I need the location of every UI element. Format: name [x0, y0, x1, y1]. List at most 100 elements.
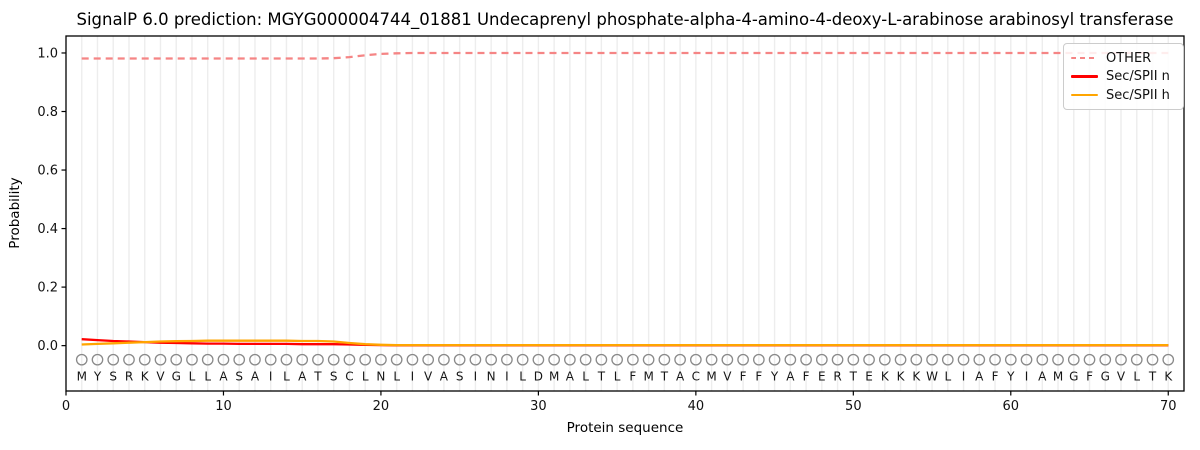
residue-letter: S	[235, 370, 243, 384]
residue-letter: V	[723, 370, 732, 384]
chart-title: SignalP 6.0 prediction: MGYG000004744_01…	[76, 10, 1173, 30]
residue-marker	[674, 353, 686, 366]
residue-letter: M	[549, 370, 559, 384]
residue-letter: N	[376, 370, 385, 384]
residue-marker	[154, 353, 167, 366]
residue-letter: N	[487, 370, 496, 384]
residue-marker	[863, 353, 875, 366]
legend-dashed-line-icon	[1071, 56, 1098, 60]
legend-solid-line-icon	[1071, 93, 1098, 97]
series-line-sec-spii-h	[81, 339, 1169, 347]
residue-letter: Y	[770, 370, 779, 384]
y-axis-ticks: 0.0 0.2 0.4 0.6 0.8 1.0	[37, 46, 66, 354]
residue-marker	[343, 353, 356, 366]
residue-letter: I	[505, 370, 509, 384]
residue-marker	[1083, 353, 1096, 366]
residue-marker	[973, 353, 986, 366]
residue-marker	[438, 353, 450, 366]
residue-letter: L	[582, 370, 589, 384]
y-axis-label: Probability	[7, 177, 23, 248]
legend-label-sec-spii-h: Sec/SPII h	[1106, 87, 1170, 103]
residue-letter: V	[156, 370, 165, 384]
residue-marker	[579, 353, 592, 366]
residue-letter: F	[1086, 370, 1093, 384]
residue-letter: W	[926, 370, 938, 384]
residue-letter: K	[1164, 370, 1173, 384]
y-tick-label: 0.4	[37, 222, 58, 237]
residue-marker	[1067, 353, 1080, 366]
residue-letter: K	[881, 370, 890, 384]
residue-letter: T	[1148, 370, 1157, 384]
residue-marker	[1162, 353, 1175, 366]
residue-marker	[390, 353, 403, 366]
residue-marker	[312, 353, 324, 366]
x-tick-label: 30	[530, 399, 547, 414]
residue-letter: L	[614, 370, 621, 384]
residue-letter: A	[786, 370, 795, 384]
residue-letter: L	[519, 370, 526, 384]
y-tick-label: 0.2	[37, 281, 58, 296]
residue-letter: L	[362, 370, 369, 384]
residue-marker	[894, 353, 907, 366]
residue-marker	[485, 353, 498, 366]
x-axis-ticks: 0 10 20 30 40 50 60 70	[62, 391, 1177, 414]
residue-marker	[705, 353, 718, 366]
x-tick-label: 50	[845, 399, 862, 414]
residue-letter: A	[566, 370, 575, 384]
residue-marker	[453, 353, 466, 366]
residue-letter: V	[1117, 370, 1126, 384]
residue-letter: I	[411, 370, 415, 384]
residue-marker	[1115, 353, 1127, 366]
y-tick-label: 0.0	[37, 339, 58, 354]
residue-letter: I	[962, 370, 966, 384]
residue-marker	[233, 353, 246, 366]
residue-marker	[91, 353, 104, 366]
residue-letter: A	[219, 370, 228, 384]
residue-letter: L	[944, 370, 951, 384]
residue-marker	[217, 353, 230, 366]
residue-marker	[768, 353, 781, 366]
residue-letter: E	[818, 370, 826, 384]
residue-letter: M	[706, 370, 716, 384]
residue-marker	[1099, 353, 1112, 366]
residue-marker	[800, 353, 812, 366]
legend-item-sec-spii-h: Sec/SPII h	[1071, 89, 1176, 102]
residue-marker	[1020, 353, 1033, 366]
residue-marker	[422, 353, 435, 366]
residue-marker	[847, 353, 860, 366]
residue-marker	[201, 353, 214, 366]
residue-letter: K	[912, 370, 921, 384]
residue-letter: T	[597, 370, 606, 384]
residue-marker	[721, 353, 734, 366]
residue-marker	[123, 353, 135, 366]
residue-letter: L	[204, 370, 211, 384]
residue-letter: C	[345, 370, 353, 384]
residue-letter: F	[629, 370, 636, 384]
residue-marker	[1036, 353, 1049, 366]
residue-letter: T	[660, 370, 669, 384]
residue-marker	[516, 353, 529, 366]
residue-letter: A	[676, 370, 685, 384]
residue-letter: Y	[1006, 370, 1015, 384]
residue-marker	[548, 353, 560, 366]
residue-marker	[327, 353, 340, 366]
residue-marker	[611, 353, 623, 366]
residue-letter: Y	[93, 370, 102, 384]
legend-label-sec-spii-n: Sec/SPII n	[1106, 69, 1170, 84]
residue-marker	[170, 353, 183, 366]
residue-marker	[264, 353, 277, 366]
residue-marker	[737, 353, 749, 366]
residue-letter: F	[740, 370, 747, 384]
residue-marker	[627, 353, 639, 366]
residue-marker	[375, 353, 387, 366]
residue-marker	[280, 353, 293, 366]
residue-marker	[926, 353, 938, 366]
residue-letter: F	[803, 370, 810, 384]
residue-marker	[107, 353, 120, 366]
legend-item-other: OTHER	[1071, 52, 1176, 65]
legend-label-other: OTHER	[1106, 50, 1152, 66]
residue-marker	[910, 353, 923, 366]
legend-item-sec-spii-n: Sec/SPII n	[1071, 70, 1176, 83]
